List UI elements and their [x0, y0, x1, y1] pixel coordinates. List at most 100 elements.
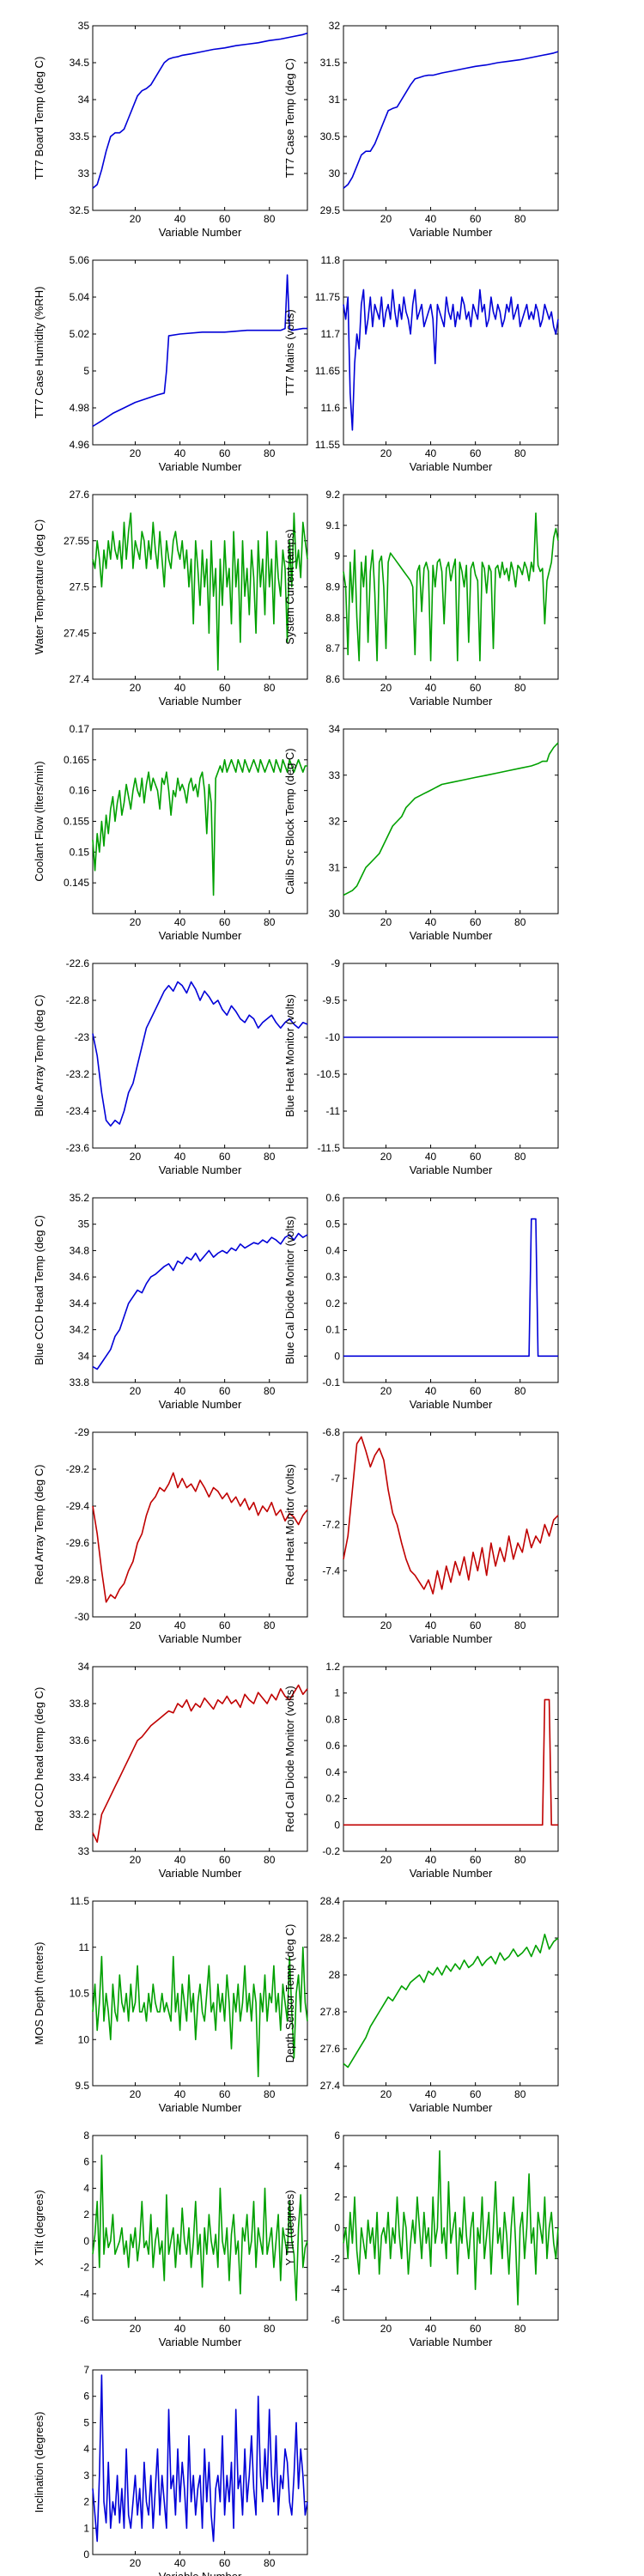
y-tick-label: 11.5 [70, 1895, 90, 1907]
y-tick-label: 30 [329, 167, 341, 179]
series-line [92, 2154, 308, 2301]
y-tick-label: 33.4 [70, 1771, 90, 1783]
y-axis-label: Coolant Flow (liters/min) [33, 761, 46, 881]
y-tick-label: 0.8 [325, 1713, 340, 1725]
series-line [343, 1218, 558, 1358]
series-line [343, 51, 559, 189]
y-tick-label: 34.5 [70, 57, 90, 69]
y-tick-label: 0.16 [70, 785, 90, 797]
y-tick-label: 33 [329, 769, 341, 781]
plot-frame [92, 963, 308, 1149]
x-tick-label: 20 [130, 682, 142, 694]
y-tick-label: 11.6 [321, 402, 341, 414]
x-tick-label: 40 [425, 916, 437, 928]
y-tick-label: 0.4 [325, 1244, 340, 1256]
x-tick-label: 40 [425, 447, 437, 459]
y-tick-label: -10 [325, 1031, 341, 1043]
y-tick-label: -0.1 [322, 1376, 340, 1388]
series-line [92, 1947, 308, 2078]
y-tick-label: -22.6 [66, 957, 90, 969]
x-tick-label: 60 [219, 1385, 231, 1397]
y-axis-label: Calib Src Block Temp (deg C) [283, 748, 296, 894]
x-tick-label: 60 [219, 2323, 231, 2335]
plot-frame [343, 494, 559, 680]
y-tick-label: -7.4 [322, 1564, 340, 1577]
y-tick-label: 0.1 [325, 1324, 340, 1336]
y-tick-label: -23 [75, 1031, 90, 1043]
chart-10: 20 40 60 80 -11.5 -11 -10.5 -10 -9.5 -9 Variable N… [283, 957, 559, 1176]
y-tick-label: -29.4 [66, 1500, 90, 1512]
y-tick-label: 1 [334, 1687, 340, 1699]
y-tick-label: 8.9 [325, 581, 340, 593]
x-axis-label: Variable Number [410, 695, 493, 708]
x-tick-label: 40 [174, 213, 186, 225]
y-tick-label: 35 [78, 1218, 90, 1230]
y-tick-label: 5 [83, 2416, 89, 2428]
x-tick-label: 80 [264, 682, 276, 694]
y-tick-label: -7.2 [322, 1519, 340, 1531]
y-tick-label: 28.4 [320, 1895, 341, 1907]
series-line [343, 289, 559, 431]
y-tick-label: 31 [329, 861, 341, 873]
y-tick-label: 0.6 [325, 1192, 340, 1204]
series-line [92, 274, 307, 428]
y-tick-label: 5.04 [70, 291, 90, 303]
plot-frame [92, 1666, 308, 1852]
x-tick-label: 80 [514, 1619, 526, 1631]
x-tick-label: 20 [380, 1385, 392, 1397]
plot-frame [343, 1900, 559, 2087]
x-tick-label: 40 [174, 2557, 186, 2569]
x-tick-label: 80 [514, 2323, 526, 2335]
y-tick-label: 33.5 [70, 131, 90, 143]
chart-3: 20 40 60 80 4.96 4.98 5 5.02 5.04 5.06 Variable Nu… [33, 254, 308, 473]
x-tick-label: 20 [130, 2557, 142, 2569]
x-tick-label: 20 [380, 916, 392, 928]
y-tick-label: 34.4 [70, 1297, 90, 1309]
y-tick-label: 5.06 [70, 254, 90, 266]
x-tick-label: 80 [514, 682, 526, 694]
y-axis-label: TT7 Mains (volts) [283, 309, 296, 395]
x-tick-label: 60 [219, 213, 231, 225]
y-tick-label: 31.5 [320, 57, 341, 69]
x-tick-label: 20 [130, 1854, 142, 1866]
x-tick-label: 40 [174, 682, 186, 694]
y-tick-label: 34 [78, 94, 90, 106]
x-tick-label: 80 [264, 1151, 276, 1163]
y-tick-label: 31 [329, 94, 341, 106]
y-tick-label: -6.8 [322, 1426, 340, 1438]
y-tick-label: -29.6 [66, 1537, 90, 1549]
x-tick-label: 60 [219, 447, 231, 459]
plot-frame [92, 728, 308, 914]
y-axis-label: Red CCD head temp (deg C) [33, 1687, 46, 1832]
chart-4: 20 40 60 80 11.55 11.6 11.65 11.7 11.75 11.8 Varia… [283, 254, 559, 473]
chart-19: 20 40 60 80 -6 -4 -2 0 2 4 6 8 Variable Number X Tilt… [33, 2129, 308, 2348]
y-tick-label: 27.8 [320, 2006, 341, 2018]
x-tick-label: 80 [264, 213, 276, 225]
y-tick-label: -7 [331, 1473, 340, 1485]
chart-6: 20 40 60 80 8.6 8.7 8.8 8.9 9 9.1 9.2 Variable Numb… [283, 489, 559, 708]
y-tick-label: -2 [80, 2262, 89, 2274]
x-tick-label: 60 [470, 1619, 482, 1631]
x-tick-label: 80 [514, 1151, 526, 1163]
x-tick-label: 80 [514, 213, 526, 225]
series-line [92, 32, 308, 189]
x-axis-label: Variable Number [159, 460, 242, 473]
x-tick-label: 40 [425, 213, 437, 225]
x-tick-label: 60 [219, 1854, 231, 1866]
x-tick-label: 60 [470, 2323, 482, 2335]
y-tick-label: 10.5 [70, 1988, 90, 2000]
x-tick-label: 80 [264, 1854, 276, 1866]
series-line [92, 2374, 308, 2543]
x-tick-label: 60 [470, 447, 482, 459]
y-tick-label: -4 [80, 2287, 89, 2300]
x-tick-label: 60 [470, 1385, 482, 1397]
y-tick-label: 0.5 [325, 1218, 340, 1230]
y-tick-label: -9.5 [322, 994, 340, 1006]
y-tick-label: 27.6 [320, 2043, 341, 2055]
y-tick-label: 11.8 [321, 254, 341, 266]
y-tick-label: -9 [331, 957, 340, 969]
x-tick-label: 20 [130, 1385, 142, 1397]
x-tick-label: 40 [174, 916, 186, 928]
y-tick-label: 27.55 [64, 535, 89, 547]
y-tick-label: 9 [334, 550, 340, 562]
